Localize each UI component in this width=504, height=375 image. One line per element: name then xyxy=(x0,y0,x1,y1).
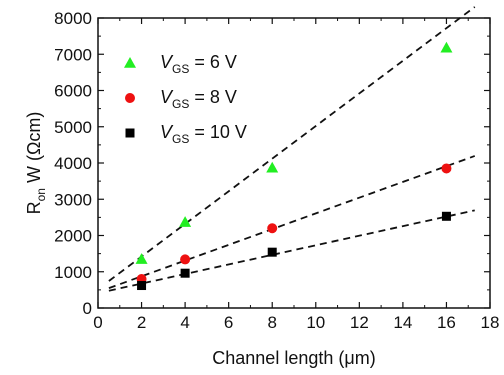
y-tick-label: 5000 xyxy=(54,118,92,137)
fit-line xyxy=(108,209,475,292)
legend-value: = 10 V xyxy=(189,122,247,142)
fit-line xyxy=(108,155,476,289)
data-point xyxy=(179,216,192,227)
y-axis-title-sub: on xyxy=(34,188,48,201)
x-tick-label: 0 xyxy=(93,313,102,332)
data-point xyxy=(137,281,147,291)
x-tick-label: 2 xyxy=(137,313,146,332)
x-tick-label: 18 xyxy=(481,313,500,332)
legend-entry: VGS = 6 V xyxy=(160,52,237,76)
y-tick-label: 0 xyxy=(83,299,92,318)
legend-var: V xyxy=(160,87,174,107)
fit-line xyxy=(108,6,476,282)
legend-marker xyxy=(125,93,135,103)
plot-frame xyxy=(97,17,491,309)
y-tick-label: 7000 xyxy=(54,45,92,64)
data-point xyxy=(266,161,279,173)
y-axis-title-rest: W (Ωcm) xyxy=(24,112,44,188)
y-tick-label: 6000 xyxy=(54,82,92,101)
legend-marker xyxy=(124,57,136,68)
y-tick-label: 4000 xyxy=(54,154,92,173)
legend-value: = 6 V xyxy=(189,52,237,72)
tick-labels: 0 2 4 6 8 10 12 14 16 18 0 1000 2000 3000 4000 5000 6000… xyxy=(54,9,499,332)
legend-var: V xyxy=(160,122,174,142)
data-point xyxy=(441,211,451,221)
ticks xyxy=(97,17,491,309)
legend-entry: VGS = 10 V xyxy=(160,122,247,146)
x-tick-label: 8 xyxy=(267,313,276,332)
legend-value: = 8 V xyxy=(189,87,237,107)
data-point xyxy=(267,223,278,234)
legend-sub: GS xyxy=(172,62,189,76)
x-tick-label: 10 xyxy=(306,313,325,332)
y-axis-title: Ron W (Ωcm) xyxy=(24,112,48,215)
legend-marker xyxy=(125,128,135,138)
x-tick-label: 4 xyxy=(180,313,189,332)
legend-var: V xyxy=(160,52,174,72)
x-axis-title: Channel length (μm) xyxy=(212,348,375,368)
legend-sub: GS xyxy=(172,132,189,146)
x-tick-label: 14 xyxy=(393,313,412,332)
legend-sub: GS xyxy=(172,97,189,111)
y-tick-label: 3000 xyxy=(54,190,92,209)
x-tick-label: 16 xyxy=(437,313,456,332)
legend-entry: VGS = 8 V xyxy=(160,87,237,111)
data-point xyxy=(440,41,453,53)
y-tick-label: 1000 xyxy=(54,263,92,282)
data-point xyxy=(180,268,190,278)
data-point xyxy=(135,253,148,264)
y-tick-label: 2000 xyxy=(54,227,92,246)
y-tick-label: 8000 xyxy=(54,9,92,28)
data-point xyxy=(267,247,277,257)
data-point xyxy=(180,254,191,265)
fit-lines xyxy=(108,6,476,292)
data-point xyxy=(441,163,452,174)
x-tick-label: 12 xyxy=(350,313,369,332)
x-tick-label: 6 xyxy=(224,313,233,332)
markers xyxy=(135,41,453,291)
y-axis-title-main: R xyxy=(24,201,44,214)
